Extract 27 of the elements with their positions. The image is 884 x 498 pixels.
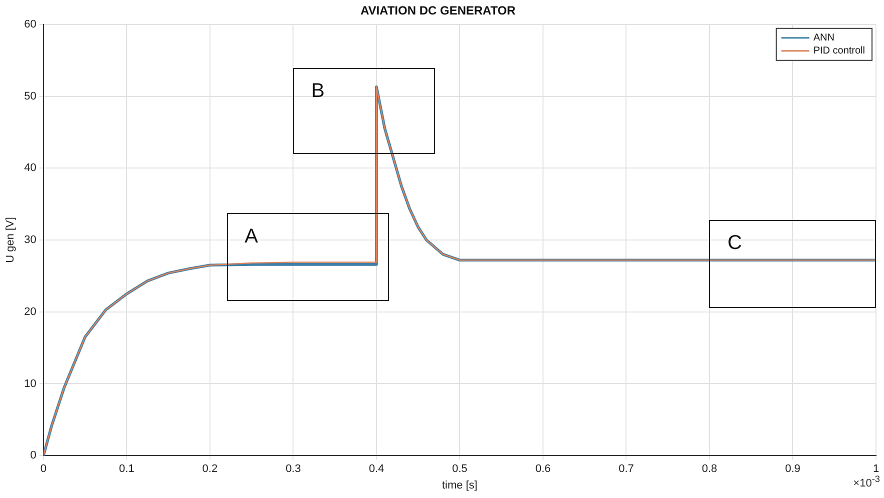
x-tick-label: 0.8 [702, 463, 718, 476]
x-tick-label: 0.9 [785, 463, 800, 476]
x-tick-label: 0.3 [286, 463, 301, 476]
y-tick-label: 30 [24, 234, 36, 246]
y-tick-label: 60 [24, 18, 36, 30]
text: ×10$^{-3}$ [853, 474, 880, 490]
x-tick-label: 0.2 [202, 463, 218, 476]
y-axis-title: U gen [V] [4, 217, 17, 263]
y-tick-label: 10 [24, 378, 36, 390]
x-tick-label: 0.7 [618, 463, 634, 476]
x-tick-label: 0.5 [452, 463, 468, 476]
y-tick-label: 20 [24, 306, 36, 318]
y-tick-label: 40 [24, 162, 36, 174]
legend-label: PID controll [813, 46, 866, 57]
y-tick-label: 50 [24, 90, 36, 102]
chart-title: AVIATION DC GENERATOR [360, 4, 516, 18]
x-tick-label: 0.1 [119, 463, 134, 476]
legend-label: ANN [813, 32, 834, 44]
x-tick-label: 0.6 [535, 463, 551, 476]
x-tick-label: 0 [40, 463, 46, 476]
annotation: A [244, 225, 259, 248]
annotation: B [311, 80, 325, 102]
x-tick-label: 0.4 [368, 463, 384, 476]
x-axis-title: time [s] [442, 479, 478, 492]
annotation: C [727, 232, 742, 254]
y-tick-label: 0 [30, 450, 36, 462]
x-tick-label: 1 [872, 463, 880, 476]
